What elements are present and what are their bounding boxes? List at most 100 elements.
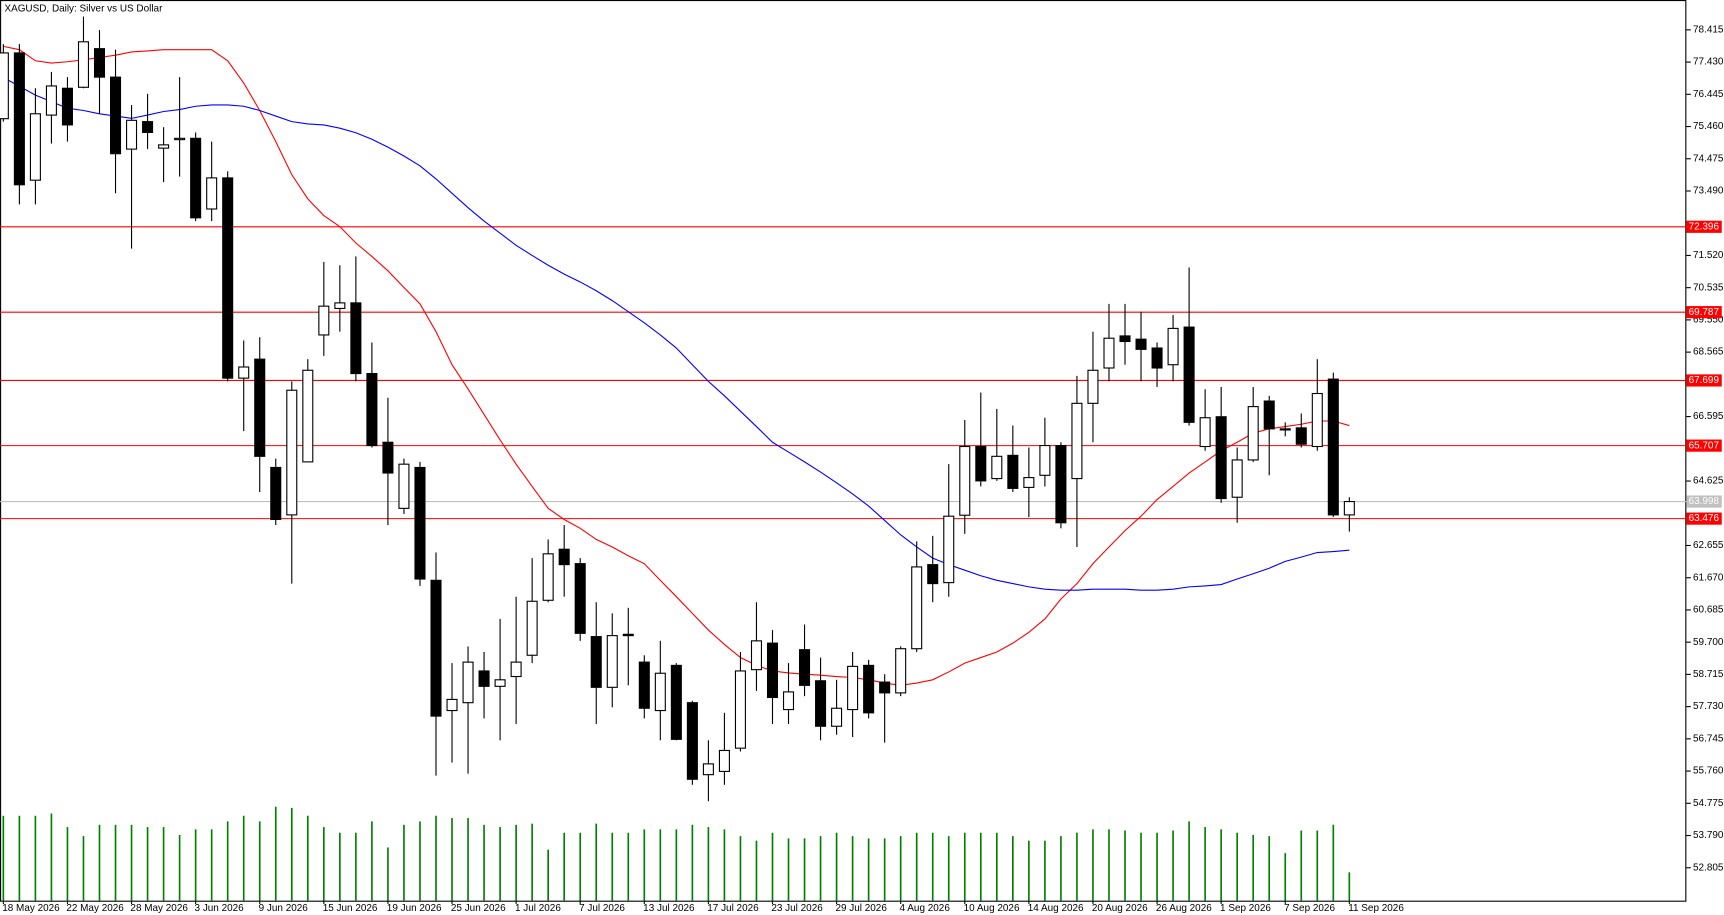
candle-body — [718, 749, 730, 772]
x-tick-label: 20 Aug 2026 — [1092, 903, 1148, 914]
candle-body — [1039, 444, 1051, 476]
candle-body — [911, 566, 923, 650]
candle-body — [959, 445, 971, 516]
candle-body — [61, 87, 73, 126]
y-tick-label: 74.475 — [1693, 153, 1724, 164]
candle-body — [702, 763, 714, 776]
candle-body — [1247, 406, 1259, 461]
candle-body — [1279, 428, 1291, 431]
candle-body — [430, 579, 442, 717]
candle-body — [542, 553, 554, 601]
candle-body — [1199, 417, 1211, 448]
y-tick-label: 78.415 — [1693, 24, 1724, 35]
candle-body — [943, 515, 955, 584]
x-tick-label: 22 May 2026 — [66, 903, 124, 914]
candle-body — [622, 633, 634, 637]
candle-body — [1343, 500, 1355, 516]
chart-title: XAGUSD, Daily: Silver vs US Dollar — [4, 3, 163, 14]
x-tick-label: 7 Sep 2026 — [1284, 903, 1335, 914]
y-tick-label: 66.595 — [1693, 411, 1724, 422]
x-tick-label: 17 Jul 2026 — [707, 903, 759, 914]
level-label: 72.396 — [1689, 221, 1720, 232]
level-label: 63.476 — [1689, 513, 1720, 524]
candle-body — [975, 445, 987, 482]
x-tick-label: 11 Sep 2026 — [1348, 903, 1404, 914]
candle-body — [190, 137, 202, 219]
candle-body — [590, 636, 602, 688]
candle-body — [1023, 477, 1035, 488]
y-tick-label: 61.670 — [1693, 572, 1724, 583]
candle-body — [863, 664, 875, 714]
candle-body — [302, 369, 314, 463]
candle-body — [1087, 369, 1099, 404]
moving-average — [3, 76, 1350, 591]
y-tick-label: 58.715 — [1693, 669, 1724, 680]
y-tick-label: 52.805 — [1693, 862, 1724, 873]
y-tick-label: 71.520 — [1693, 250, 1724, 261]
candle-body — [334, 302, 346, 309]
candle-body — [558, 548, 570, 566]
candle-body — [142, 121, 154, 133]
y-tick-label: 60.685 — [1693, 605, 1724, 616]
candle-body — [318, 305, 330, 336]
level-label-box — [1686, 512, 1722, 525]
y-tick-label: 57.730 — [1693, 701, 1724, 712]
candle-body — [222, 177, 234, 379]
y-tick-label: 76.445 — [1693, 89, 1724, 100]
candle-body — [174, 137, 186, 141]
plot-frame — [0, 0, 1687, 902]
candle-body — [750, 640, 762, 671]
moving-average — [3, 45, 1350, 686]
candle-body — [766, 642, 779, 699]
candle-body — [1135, 338, 1147, 350]
bid-label: 63.998 — [1689, 496, 1720, 507]
x-tick-label: 10 Aug 2026 — [964, 903, 1020, 914]
candle-body — [686, 702, 698, 780]
candle-body — [670, 664, 682, 740]
candle-body — [831, 707, 843, 727]
candle-body — [158, 144, 170, 149]
candle-body — [350, 302, 362, 375]
y-tick-label: 64.625 — [1693, 476, 1724, 487]
candle-body — [478, 670, 490, 687]
y-tick-label: 62.655 — [1693, 540, 1724, 551]
candle-body — [0, 52, 9, 120]
x-tick-label: 13 Jul 2026 — [643, 903, 695, 914]
candle-body — [895, 648, 907, 694]
candle-body — [654, 672, 666, 712]
candle-body — [606, 635, 618, 688]
candle-body — [13, 52, 25, 186]
candle-body — [1007, 454, 1019, 489]
candle-body — [1119, 335, 1131, 343]
x-tick-label: 14 Aug 2026 — [1028, 903, 1084, 914]
x-tick-label: 19 Jun 2026 — [387, 903, 442, 914]
candle-body — [1151, 347, 1163, 369]
x-tick-label: 9 Jun 2026 — [259, 903, 309, 914]
y-tick-label: 53.790 — [1693, 830, 1724, 841]
candle-body — [494, 679, 506, 687]
candle-body — [1103, 337, 1115, 369]
y-tick-label: 69.550 — [1693, 315, 1724, 326]
candle-body — [398, 463, 410, 509]
candle-body — [45, 85, 57, 116]
candle-body — [366, 373, 378, 447]
x-tick-label: 18 May 2026 — [2, 903, 60, 914]
candle-body — [462, 661, 474, 704]
level-label-box — [1686, 439, 1722, 452]
level-label: 67.699 — [1689, 375, 1720, 386]
candle-body — [815, 680, 827, 727]
x-tick-label: 25 Jun 2026 — [451, 903, 506, 914]
candle-body — [93, 48, 106, 78]
candle-body — [1183, 326, 1195, 423]
x-tick-label: 23 Jul 2026 — [771, 903, 823, 914]
x-tick-label: 1 Sep 2026 — [1220, 903, 1271, 914]
y-tick-label: 75.460 — [1693, 121, 1724, 132]
candle-body — [526, 600, 538, 656]
candle-body — [254, 358, 266, 457]
x-tick-label: 4 Aug 2026 — [900, 903, 951, 914]
candle-body — [991, 455, 1003, 480]
y-tick-label: 55.760 — [1693, 766, 1724, 777]
candle-body — [446, 698, 458, 712]
candle-body — [782, 691, 795, 711]
candle-body — [206, 177, 218, 210]
